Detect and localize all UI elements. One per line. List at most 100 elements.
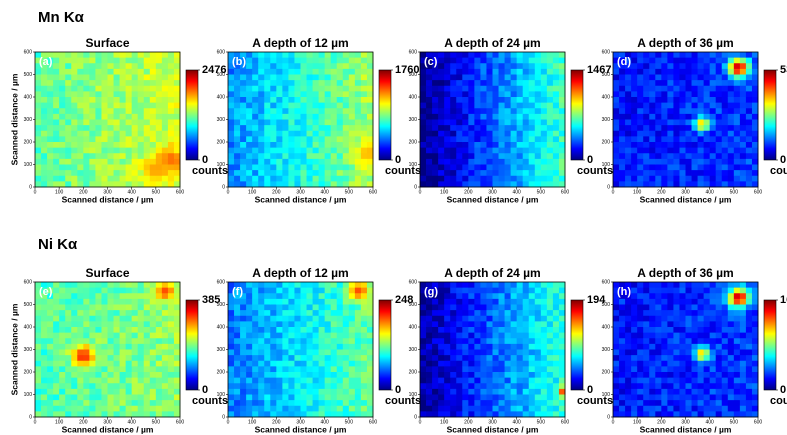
heatmap-cell: [288, 305, 294, 311]
heatmap-cell: [438, 120, 444, 126]
heatmap-cell: [59, 288, 65, 294]
heatmap-cell: [144, 153, 150, 159]
heatmap-cell: [234, 372, 240, 378]
heatmap-cell: [301, 170, 307, 176]
heatmap-cell: [734, 58, 740, 64]
heatmap-cell: [746, 282, 752, 288]
heatmap-cell: [83, 91, 89, 97]
heatmap-cell: [541, 136, 547, 142]
heatmap-cell: [246, 305, 252, 311]
heatmap-cell: [343, 366, 349, 372]
heatmap-cell: [301, 136, 307, 142]
heatmap-cell: [468, 372, 474, 378]
y-tick-label: 0: [414, 184, 417, 190]
heatmap-cell: [547, 355, 553, 361]
heatmap-cell: [468, 142, 474, 148]
heatmap-cell: [704, 97, 710, 103]
heatmap-cell: [234, 69, 240, 75]
heatmap-cell: [649, 293, 655, 299]
heatmap-cell: [746, 69, 752, 75]
heatmap-cell: [704, 114, 710, 120]
heatmap-cell: [637, 316, 643, 322]
y-tick-label: 0: [29, 414, 32, 420]
heatmap-cell: [541, 181, 547, 187]
heatmap-cell: [517, 350, 523, 356]
heatmap-cell: [486, 136, 492, 142]
heatmap-cell: [174, 288, 180, 294]
heatmap-cell: [625, 406, 631, 412]
heatmap-cell: [47, 355, 53, 361]
heatmap-cell: [734, 120, 740, 126]
heatmap-cell: [631, 58, 637, 64]
heatmap-cell: [156, 176, 162, 182]
heatmap-cell: [450, 91, 456, 97]
heatmap-cell: [625, 181, 631, 187]
heatmap-cell: [462, 350, 468, 356]
heatmap-cell: [752, 316, 758, 322]
heatmap-cell: [301, 406, 307, 412]
heatmap-cell: [716, 333, 722, 339]
heatmap-cell: [559, 400, 565, 406]
heatmap-cell: [361, 316, 367, 322]
heatmap-cell: [77, 411, 83, 417]
y-tick-label: 400: [217, 324, 226, 330]
heatmap-cell: [282, 378, 288, 384]
heatmap-cell: [246, 181, 252, 187]
heatmap-cell: [692, 103, 698, 109]
heatmap-cell: [53, 108, 59, 114]
heatmap-cell: [144, 288, 150, 294]
y-tick-label: 200: [409, 369, 418, 375]
heatmap-cell: [752, 389, 758, 395]
heatmap-cell: [444, 165, 450, 171]
heatmap-cell: [101, 282, 107, 288]
heatmap-cell: [661, 395, 667, 401]
heatmap-cell: [523, 366, 529, 372]
heatmap-cell: [162, 310, 168, 316]
heatmap-cell: [156, 378, 162, 384]
heatmap-cell: [619, 114, 625, 120]
heatmap-cell: [631, 103, 637, 109]
heatmap-cell: [734, 159, 740, 165]
heatmap-cell: [95, 131, 101, 137]
heatmap-cell: [319, 338, 325, 344]
heatmap-cell: [337, 344, 343, 350]
heatmap-cell: [234, 305, 240, 311]
heatmap-cell: [355, 63, 361, 69]
heatmap-cell: [307, 108, 313, 114]
heatmap-cell: [716, 327, 722, 333]
heatmap-cell: [655, 159, 661, 165]
heatmap-cell: [686, 361, 692, 367]
heatmap-cell: [643, 181, 649, 187]
heatmap-cell: [53, 350, 59, 356]
heatmap-cell: [673, 333, 679, 339]
heatmap-cell: [331, 181, 337, 187]
heatmap-cell: [541, 316, 547, 322]
heatmap-cell: [144, 299, 150, 305]
heatmap-cell: [120, 58, 126, 64]
heatmap-cell: [420, 411, 426, 417]
heatmap-cell: [667, 97, 673, 103]
heatmap-cell: [313, 170, 319, 176]
heatmap-cell: [474, 170, 480, 176]
heatmap-cell: [294, 310, 300, 316]
heatmap-cell: [319, 395, 325, 401]
heatmap-cell: [288, 165, 294, 171]
heatmap-cell: [120, 159, 126, 165]
heatmap-cell: [511, 75, 517, 81]
heatmap-cell: [456, 125, 462, 131]
heatmap-cell: [553, 58, 559, 64]
heatmap-cell: [150, 86, 156, 92]
heatmap-cell: [740, 282, 746, 288]
heatmap-cell: [553, 366, 559, 372]
heatmap-cell: [734, 344, 740, 350]
heatmap-cell: [264, 63, 270, 69]
heatmap-cell: [319, 69, 325, 75]
heatmap-cell: [679, 176, 685, 182]
heatmap-cell: [432, 305, 438, 311]
heatmap-cell: [438, 69, 444, 75]
heatmap-cell: [301, 400, 307, 406]
heatmap-cell: [426, 142, 432, 148]
heatmap-cell: [343, 361, 349, 367]
heatmap-cell: [282, 63, 288, 69]
heatmap-cell: [168, 136, 174, 142]
